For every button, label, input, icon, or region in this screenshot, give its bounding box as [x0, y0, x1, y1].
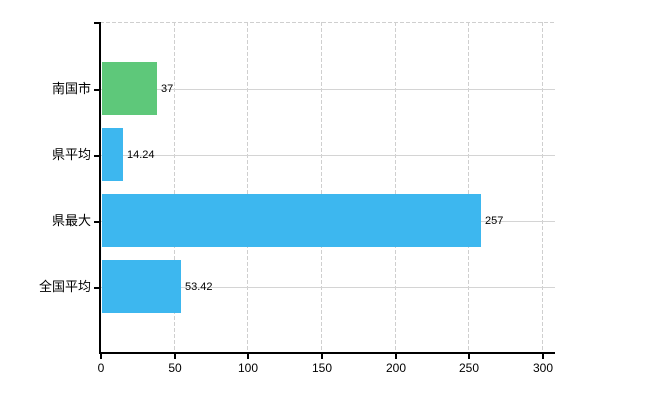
bar — [102, 260, 181, 313]
bar-value-label: 37 — [161, 83, 174, 95]
vertical-gridline — [174, 22, 175, 352]
vertical-gridline — [542, 22, 543, 352]
bar-value-label: 257 — [485, 215, 504, 227]
bar — [102, 128, 123, 181]
plot-top-border — [100, 22, 555, 23]
x-axis-tick-label: 200 — [385, 361, 407, 375]
category-label: 県平均 — [51, 147, 91, 162]
horizontal-gridline — [100, 155, 555, 156]
bar — [102, 194, 481, 247]
bar-value-label: 14.24 — [127, 149, 155, 161]
vertical-gridline — [247, 22, 248, 352]
bar-value-label: 53.42 — [185, 281, 213, 293]
y-axis-line — [99, 22, 101, 354]
category-label: 県最大 — [51, 213, 91, 228]
category-label: 全国平均 — [38, 279, 91, 294]
x-axis-tick — [542, 354, 544, 359]
y-axis-tick — [94, 89, 100, 91]
x-axis-tick — [395, 354, 397, 359]
vertical-gridline — [395, 22, 396, 352]
x-axis-tick-label: 0 — [97, 361, 105, 375]
y-axis-tick — [94, 155, 100, 157]
y-axis-top-tick — [94, 22, 100, 24]
x-axis-tick — [100, 354, 102, 359]
bar — [102, 62, 157, 115]
x-axis-tick-label: 300 — [532, 361, 554, 375]
horizontal-gridline — [100, 89, 555, 90]
x-axis-tick-label: 150 — [311, 361, 333, 375]
x-axis-tick — [174, 354, 176, 359]
x-axis-tick-label: 250 — [458, 361, 480, 375]
y-axis-tick — [94, 221, 100, 223]
x-axis-line — [100, 352, 555, 354]
category-label: 南国市 — [51, 81, 91, 96]
x-axis-tick-label: 100 — [237, 361, 259, 375]
x-axis-tick — [468, 354, 470, 359]
vertical-gridline — [321, 22, 322, 352]
vertical-gridline — [468, 22, 469, 352]
x-axis-tick — [321, 354, 323, 359]
y-axis-tick — [94, 287, 100, 289]
horizontal-gridline — [100, 287, 555, 288]
x-axis-tick-label: 50 — [168, 361, 182, 375]
x-axis-tick — [247, 354, 249, 359]
